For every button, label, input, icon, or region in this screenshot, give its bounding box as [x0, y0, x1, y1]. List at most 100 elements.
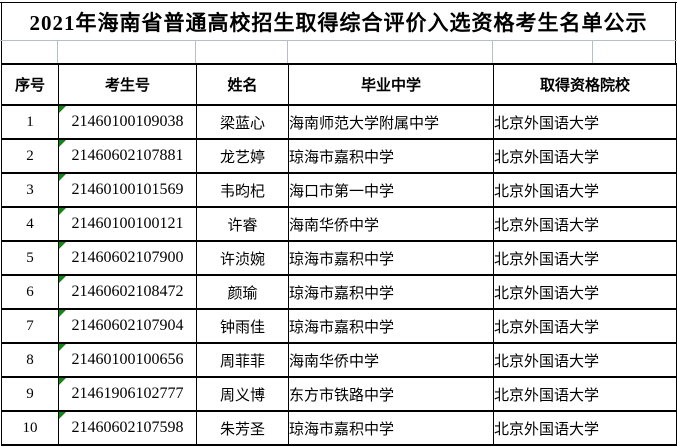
cell-index: 1 — [1, 104, 59, 140]
cell-school: 琼海市嘉积中学 — [288, 138, 494, 174]
header-candidate-number: 考生号 — [58, 63, 197, 106]
cell-candidate-number-text: 21460602107881 — [71, 147, 184, 164]
cell-index-text: 8 — [26, 351, 34, 368]
cell-candidate-number-text: 21460100101569 — [71, 181, 184, 198]
cell-name-text: 周菲菲 — [219, 353, 265, 370]
cell-candidate-number-text: 21460602108472 — [71, 283, 184, 300]
cell-school: 琼海市嘉积中学 — [288, 410, 494, 446]
cell-institution-text: 北京外国语大学 — [494, 319, 600, 336]
error-indicator-triangle-icon — [59, 379, 66, 385]
cell-name: 颜瑜 — [196, 274, 289, 310]
cell-candidate-number-text: 21460100100121 — [71, 215, 184, 232]
cell-name-text: 龙艺婷 — [219, 149, 265, 166]
cell-institution-text: 北京外国语大学 — [494, 149, 600, 166]
cell-index-text: 4 — [26, 215, 34, 232]
cell-candidate-number: 21460100100656 — [58, 342, 197, 378]
cell-institution: 北京外国语大学 — [493, 240, 677, 276]
error-indicator-triangle-icon — [59, 107, 66, 113]
cell-school: 海南华侨中学 — [288, 342, 494, 378]
header-name: 姓名 — [196, 63, 289, 106]
gridline — [57, 41, 58, 64]
cell-name: 钟雨佳 — [196, 308, 289, 344]
cell-candidate-number-text: 21460602107598 — [71, 419, 184, 436]
spreadsheet-gap-row — [0, 40, 677, 64]
cell-school-text: 琼海市嘉积中学 — [289, 319, 395, 336]
cell-index: 2 — [1, 138, 59, 174]
error-indicator-triangle-icon — [59, 141, 66, 147]
cell-name-text: 周义博 — [219, 387, 265, 404]
cell-institution: 北京外国语大学 — [493, 172, 677, 208]
cell-candidate-number-text: 21460602107900 — [71, 249, 184, 266]
header-institution: 取得资格院校 — [493, 63, 677, 106]
table-row: 2 21460602107881 龙艺婷 琼海市嘉积中学 北京外国语大学 — [1, 138, 677, 174]
cell-candidate-number: 21460100109038 — [58, 104, 197, 140]
cell-candidate-number-text: 21461906102777 — [71, 385, 184, 402]
cell-index: 5 — [1, 240, 59, 276]
cell-institution-text: 北京外国语大学 — [494, 387, 600, 404]
cell-school-text: 琼海市嘉积中学 — [289, 285, 395, 302]
cell-index-text: 3 — [26, 181, 34, 198]
cell-index: 3 — [1, 172, 59, 208]
cell-index-text: 6 — [26, 283, 34, 300]
cell-candidate-number: 21460100101569 — [58, 172, 197, 208]
cell-institution: 北京外国语大学 — [493, 410, 677, 446]
cell-school: 琼海市嘉积中学 — [288, 240, 494, 276]
cell-school: 琼海市嘉积中学 — [288, 308, 494, 344]
cell-name-text: 颜瑜 — [227, 285, 258, 302]
cell-name: 许浈婉 — [196, 240, 289, 276]
table-row: 1 21460100109038 梁蓝心 海南师范大学附属中学 北京外国语大学 — [1, 104, 677, 140]
cell-school-text: 海南华侨中学 — [289, 353, 380, 370]
error-indicator-triangle-icon — [59, 175, 66, 181]
cell-index: 10 — [1, 410, 59, 446]
page-title: 2021年海南省普通高校招生取得综合评价入选资格考生名单公示 — [0, 2, 677, 41]
cell-institution-text: 北京外国语大学 — [494, 353, 600, 370]
error-indicator-triangle-icon — [59, 345, 66, 351]
cell-school-text: 海南师范大学附属中学 — [289, 115, 440, 132]
cell-candidate-number-text: 21460602107904 — [71, 317, 184, 334]
candidate-table-body: 1 21460100109038 梁蓝心 海南师范大学附属中学 北京外国语大学 2 2146… — [1, 104, 677, 446]
cell-name-text: 梁蓝心 — [219, 115, 265, 132]
cell-institution-text: 北京外国语大学 — [494, 421, 600, 438]
cell-school-text: 琼海市嘉积中学 — [289, 421, 395, 438]
cell-name: 朱芳圣 — [196, 410, 289, 446]
cell-school: 海南华侨中学 — [288, 206, 494, 242]
cell-institution: 北京外国语大学 — [493, 342, 677, 378]
cell-index: 6 — [1, 274, 59, 310]
cell-name: 周菲菲 — [196, 342, 289, 378]
gridline — [592, 41, 593, 64]
error-indicator-triangle-icon — [59, 243, 66, 249]
cell-school: 琼海市嘉积中学 — [288, 274, 494, 310]
cell-institution: 北京外国语大学 — [493, 104, 677, 140]
cell-institution: 北京外国语大学 — [493, 138, 677, 174]
cell-index-text: 1 — [26, 113, 34, 130]
cell-name: 许睿 — [196, 206, 289, 242]
cell-name-text: 朱芳圣 — [219, 421, 265, 438]
cell-candidate-number: 21460602107881 — [58, 138, 197, 174]
error-indicator-triangle-icon — [59, 311, 66, 317]
cell-name-text: 许睿 — [227, 217, 258, 234]
error-indicator-triangle-icon — [59, 209, 66, 215]
cell-candidate-number-text: 21460100100656 — [71, 351, 184, 368]
table-row: 4 21460100100121 许睿 海南华侨中学 北京外国语大学 — [1, 206, 677, 242]
table-row: 9 21461906102777 周义博 东方市铁路中学 北京外国语大学 — [1, 376, 677, 412]
cell-school: 东方市铁路中学 — [288, 376, 494, 412]
cell-index: 8 — [1, 342, 59, 378]
cell-candidate-number: 21461906102777 — [58, 376, 197, 412]
cell-index-text: 5 — [26, 249, 34, 266]
cell-candidate-number: 21460602107900 — [58, 240, 197, 276]
cell-school-text: 海口市第一中学 — [289, 183, 395, 200]
cell-index: 7 — [1, 308, 59, 344]
cell-index: 4 — [1, 206, 59, 242]
cell-school-text: 琼海市嘉积中学 — [289, 251, 395, 268]
gridline — [287, 41, 288, 64]
gridline — [195, 41, 196, 64]
table-row: 10 21460602107598 朱芳圣 琼海市嘉积中学 北京外国语大学 — [1, 410, 677, 446]
table-row: 7 21460602107904 钟雨佳 琼海市嘉积中学 北京外国语大学 — [1, 308, 677, 344]
cell-index-text: 9 — [26, 385, 34, 402]
cell-candidate-number: 21460602108472 — [58, 274, 197, 310]
header-index: 序号 — [1, 63, 59, 106]
cell-institution-text: 北京外国语大学 — [494, 251, 600, 268]
table-row: 3 21460100101569 韦昀杞 海口市第一中学 北京外国语大学 — [1, 172, 677, 208]
table-row: 5 21460602107900 许浈婉 琼海市嘉积中学 北京外国语大学 — [1, 240, 677, 276]
error-indicator-triangle-icon — [59, 277, 66, 283]
